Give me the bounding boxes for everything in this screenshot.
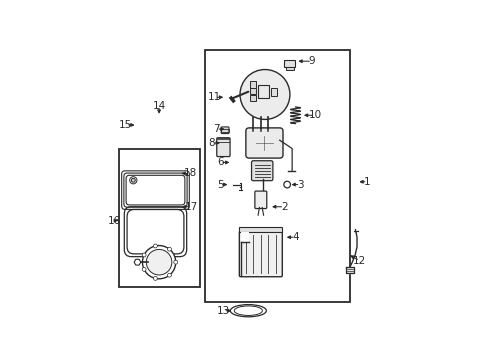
Ellipse shape — [234, 306, 263, 315]
Bar — [284, 60, 295, 67]
Ellipse shape — [230, 305, 267, 317]
Text: 6: 6 — [217, 157, 223, 167]
Circle shape — [153, 244, 157, 248]
Circle shape — [143, 246, 176, 279]
Circle shape — [130, 177, 137, 184]
Circle shape — [147, 249, 172, 275]
Bar — [221, 129, 229, 132]
Text: 17: 17 — [185, 202, 198, 212]
Bar — [205, 50, 349, 302]
Bar — [241, 232, 249, 242]
Bar — [239, 227, 282, 233]
Text: 7: 7 — [213, 124, 220, 134]
FancyBboxPatch shape — [246, 128, 283, 158]
FancyBboxPatch shape — [239, 231, 282, 277]
Bar — [250, 89, 256, 94]
Bar — [250, 81, 256, 87]
Text: 12: 12 — [353, 256, 367, 266]
FancyBboxPatch shape — [217, 138, 230, 157]
Text: 10: 10 — [308, 110, 321, 120]
Text: 8: 8 — [208, 138, 215, 148]
Text: 5: 5 — [217, 180, 223, 190]
Bar — [250, 95, 256, 102]
Circle shape — [168, 273, 172, 277]
Text: 18: 18 — [184, 168, 197, 179]
Bar — [270, 88, 277, 96]
Circle shape — [142, 253, 146, 257]
Circle shape — [153, 276, 157, 280]
Text: 9: 9 — [309, 56, 316, 66]
Polygon shape — [346, 267, 354, 273]
Circle shape — [168, 247, 172, 251]
Circle shape — [131, 178, 135, 182]
Text: 13: 13 — [217, 306, 230, 316]
FancyBboxPatch shape — [255, 191, 267, 208]
Text: 14: 14 — [152, 100, 166, 111]
Circle shape — [240, 69, 290, 120]
FancyBboxPatch shape — [221, 127, 229, 134]
Bar — [120, 149, 200, 287]
Circle shape — [284, 181, 291, 188]
Text: 3: 3 — [297, 180, 304, 190]
Bar — [286, 67, 294, 70]
Text: 16: 16 — [108, 216, 121, 226]
Text: 1: 1 — [364, 177, 371, 187]
Text: 4: 4 — [292, 232, 299, 242]
Bar — [258, 85, 269, 98]
Text: 2: 2 — [281, 202, 288, 212]
FancyBboxPatch shape — [251, 161, 273, 181]
Circle shape — [142, 267, 146, 271]
Text: 11: 11 — [208, 92, 221, 102]
Text: 15: 15 — [119, 120, 132, 130]
Circle shape — [174, 260, 178, 264]
